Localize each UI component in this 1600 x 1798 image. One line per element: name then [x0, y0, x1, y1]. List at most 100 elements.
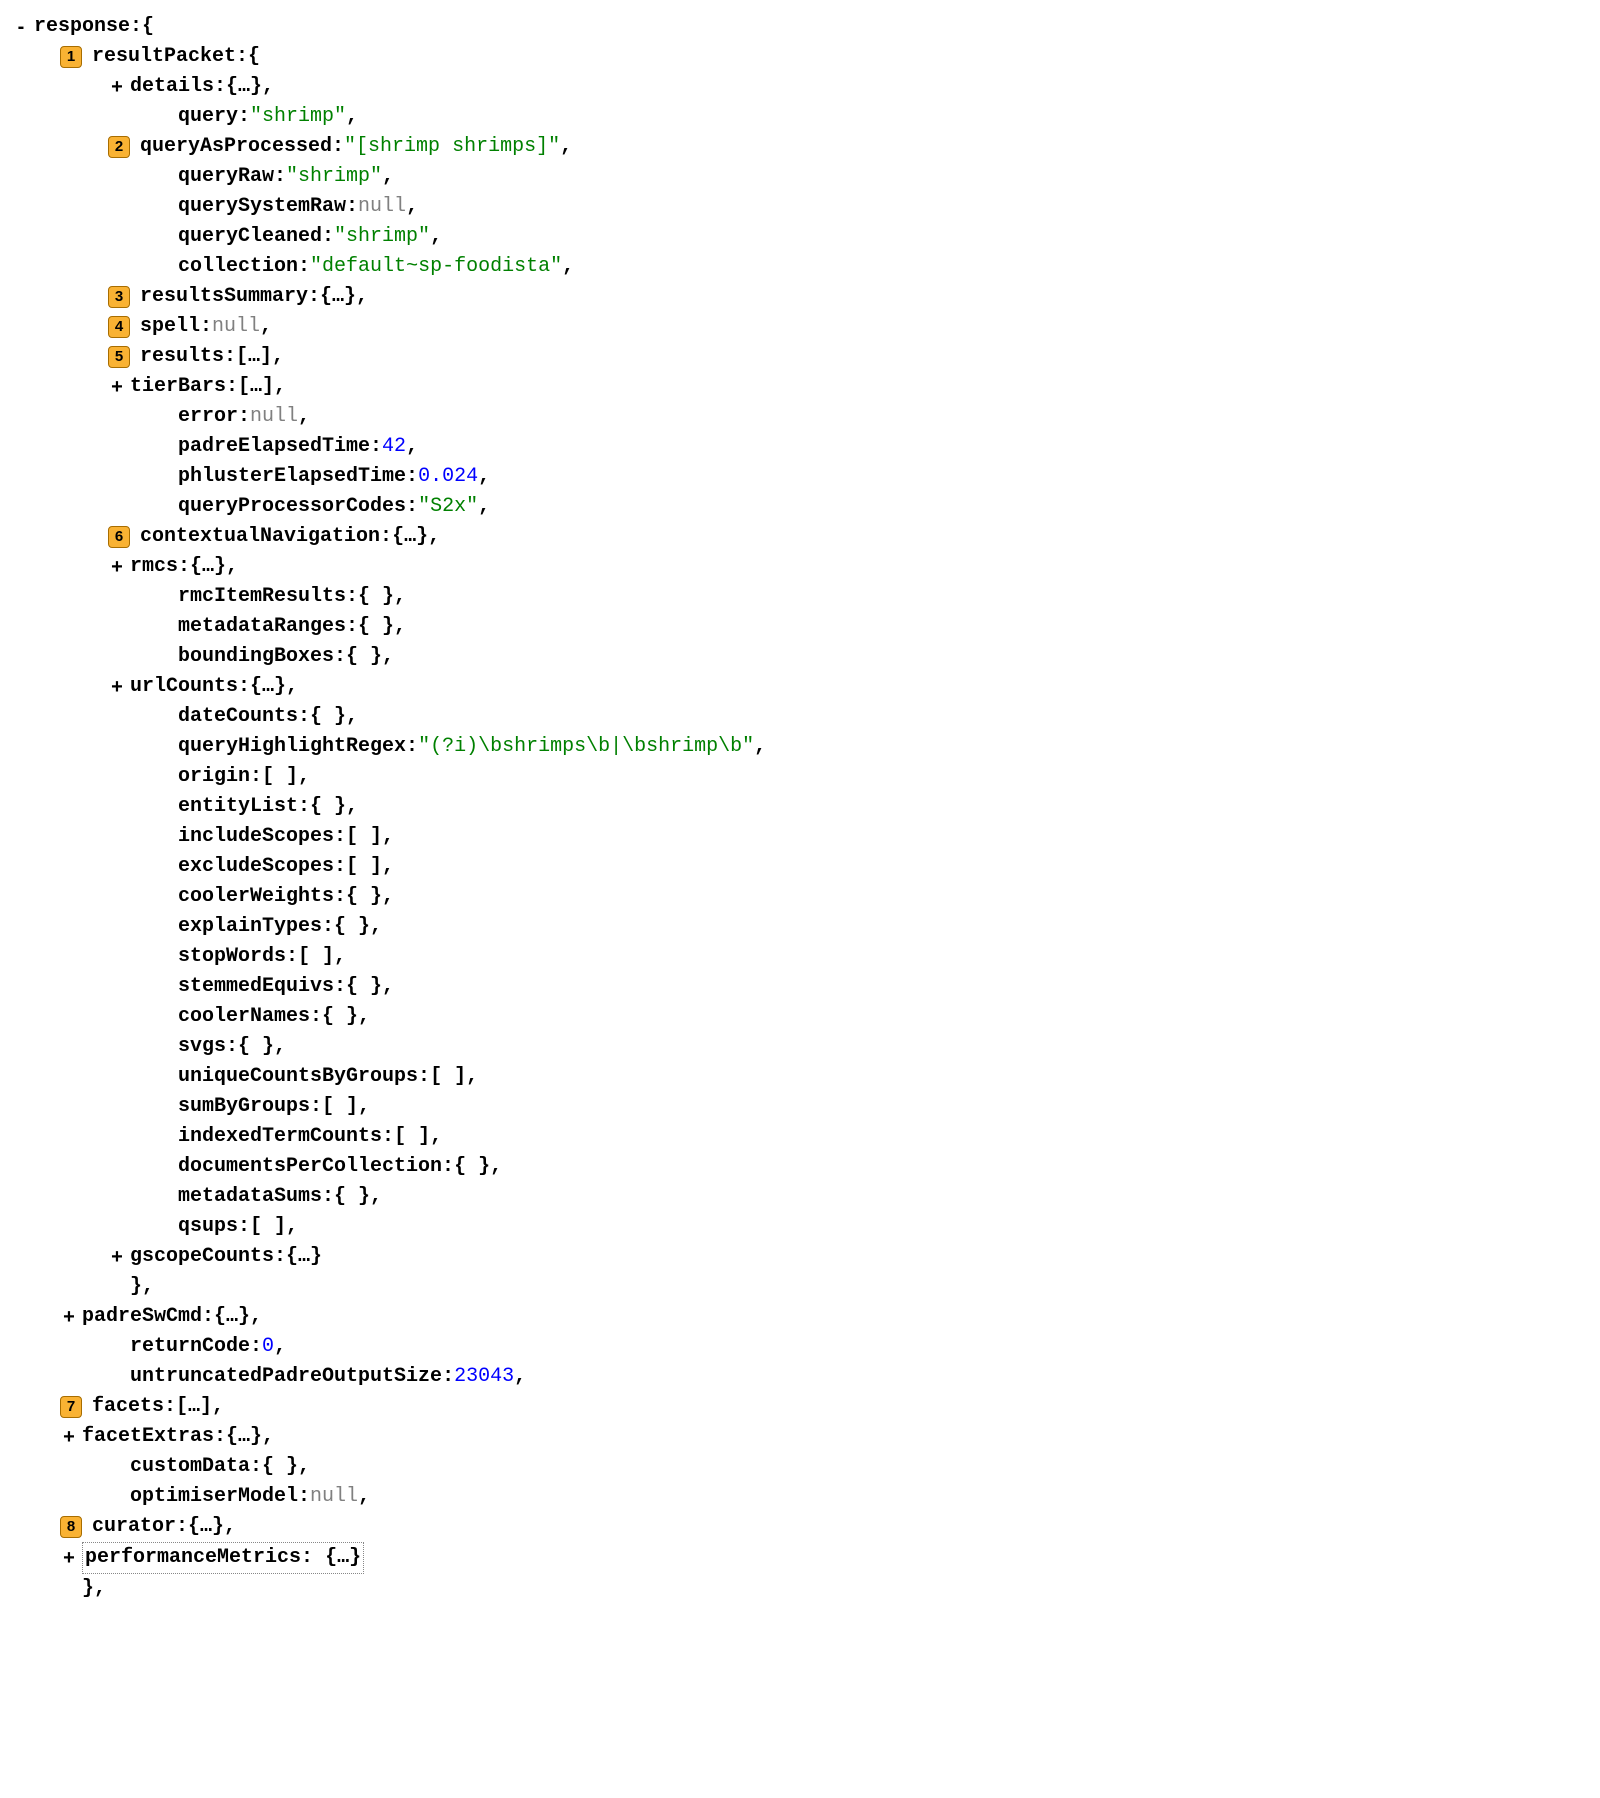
- json-key[interactable]: performanceMetrics: [85, 1546, 301, 1569]
- json-key[interactable]: urlCounts: [130, 672, 238, 702]
- json-collapsed-value[interactable]: [ ],: [262, 762, 310, 792]
- json-collapsed-value[interactable]: { },: [346, 642, 394, 672]
- json-key[interactable]: documentsPerCollection: [178, 1152, 442, 1182]
- expand-icon[interactable]: +: [108, 672, 126, 702]
- json-collapsed-value[interactable]: [ ],: [322, 1092, 370, 1122]
- json-collapsed-value[interactable]: {…}: [286, 1242, 322, 1272]
- expand-icon[interactable]: +: [108, 1242, 126, 1272]
- json-key[interactable]: coolerNames: [178, 1002, 310, 1032]
- json-key[interactable]: results: [140, 342, 224, 372]
- json-key[interactable]: queryHighlightRegex: [178, 732, 406, 762]
- json-key[interactable]: rmcs: [130, 552, 178, 582]
- json-collapsed-value[interactable]: [ ],: [250, 1212, 298, 1242]
- json-key[interactable]: facets: [92, 1392, 164, 1422]
- json-key[interactable]: contextualNavigation: [140, 522, 380, 552]
- json-collapsed-value[interactable]: […],: [236, 342, 284, 372]
- json-key[interactable]: rmcItemResults: [178, 582, 346, 612]
- json-collapsed-value[interactable]: [ ],: [394, 1122, 442, 1152]
- json-key[interactable]: svgs: [178, 1032, 226, 1062]
- json-key[interactable]: facetExtras: [82, 1422, 214, 1452]
- expand-icon[interactable]: +: [60, 1302, 78, 1332]
- expand-icon[interactable]: +: [108, 72, 126, 102]
- json-collapsed-value[interactable]: {…},: [214, 1302, 262, 1332]
- json-key[interactable]: details: [130, 72, 214, 102]
- json-collapsed-value[interactable]: {…}: [325, 1546, 361, 1569]
- json-key[interactable]: entityList: [178, 792, 298, 822]
- json-collapsed-value[interactable]: […],: [176, 1392, 224, 1422]
- json-collapsed-value[interactable]: [ ],: [430, 1062, 478, 1092]
- annotation-badge-4[interactable]: 4: [108, 316, 130, 338]
- json-collapsed-value[interactable]: { },: [454, 1152, 502, 1182]
- json-collapsed-value[interactable]: { },: [346, 882, 394, 912]
- json-key[interactable]: queryRaw: [178, 162, 274, 192]
- json-collapsed-value[interactable]: { },: [310, 792, 358, 822]
- json-key[interactable]: includeScopes: [178, 822, 334, 852]
- annotation-badge-5[interactable]: 5: [108, 346, 130, 368]
- json-key[interactable]: error: [178, 402, 238, 432]
- json-key[interactable]: spell: [140, 312, 200, 342]
- json-key[interactable]: resultPacket: [92, 42, 236, 72]
- json-collapsed-value[interactable]: { },: [238, 1032, 286, 1062]
- json-key[interactable]: padreSwCmd: [82, 1302, 202, 1332]
- json-key[interactable]: origin: [178, 762, 250, 792]
- json-collapsed-value[interactable]: { },: [346, 972, 394, 1002]
- json-key[interactable]: queryProcessorCodes: [178, 492, 406, 522]
- json-key[interactable]: explainTypes: [178, 912, 322, 942]
- json-collapsed-value[interactable]: {…},: [226, 1422, 274, 1452]
- json-collapsed-value[interactable]: { },: [334, 1182, 382, 1212]
- json-collapsed-value[interactable]: [ ],: [346, 852, 394, 882]
- json-key[interactable]: padreElapsedTime: [178, 432, 370, 462]
- json-collapsed-value[interactable]: {…},: [320, 282, 368, 312]
- json-key[interactable]: curator: [92, 1512, 176, 1542]
- annotation-badge-7[interactable]: 7: [60, 1396, 82, 1418]
- json-key[interactable]: queryAsProcessed: [140, 132, 332, 162]
- expand-icon[interactable]: +: [108, 372, 126, 402]
- json-key[interactable]: collection: [178, 252, 298, 282]
- json-collapsed-value[interactable]: { },: [322, 1002, 370, 1032]
- json-key[interactable]: indexedTermCounts: [178, 1122, 382, 1152]
- json-key[interactable]: boundingBoxes: [178, 642, 334, 672]
- expand-icon[interactable]: +: [60, 1422, 78, 1452]
- json-key[interactable]: customData: [130, 1452, 250, 1482]
- expand-icon[interactable]: +: [60, 1543, 78, 1573]
- json-key[interactable]: resultsSummary: [140, 282, 308, 312]
- json-key[interactable]: gscopeCounts: [130, 1242, 274, 1272]
- json-key[interactable]: excludeScopes: [178, 852, 334, 882]
- annotation-badge-3[interactable]: 3: [108, 286, 130, 308]
- json-key[interactable]: dateCounts: [178, 702, 298, 732]
- json-collapsed-value[interactable]: [ ],: [346, 822, 394, 852]
- json-key[interactable]: metadataSums: [178, 1182, 322, 1212]
- json-key[interactable]: stemmedEquivs: [178, 972, 334, 1002]
- annotation-badge-8[interactable]: 8: [60, 1516, 82, 1538]
- json-key[interactable]: querySystemRaw: [178, 192, 346, 222]
- json-key[interactable]: untruncatedPadreOutputSize: [130, 1362, 442, 1392]
- json-key[interactable]: tierBars: [130, 372, 226, 402]
- json-collapsed-value[interactable]: {: [248, 42, 260, 72]
- json-collapsed-value[interactable]: {…},: [226, 72, 274, 102]
- json-key[interactable]: query: [178, 102, 238, 132]
- json-collapsed-value[interactable]: {…},: [392, 522, 440, 552]
- json-collapsed-value[interactable]: {…},: [188, 1512, 236, 1542]
- json-key[interactable]: metadataRanges: [178, 612, 346, 642]
- annotation-badge-6[interactable]: 6: [108, 526, 130, 548]
- json-key[interactable]: uniqueCountsByGroups: [178, 1062, 418, 1092]
- json-key[interactable]: returnCode: [130, 1332, 250, 1362]
- annotation-badge-2[interactable]: 2: [108, 136, 130, 158]
- json-key[interactable]: optimiserModel: [130, 1482, 298, 1512]
- json-key[interactable]: qsups: [178, 1212, 238, 1242]
- json-collapsed-value[interactable]: { },: [262, 1452, 310, 1482]
- json-key[interactable]: coolerWeights: [178, 882, 334, 912]
- json-collapsed-value[interactable]: { },: [310, 702, 358, 732]
- json-collapsed-value[interactable]: {: [142, 12, 154, 42]
- json-collapsed-value[interactable]: { },: [334, 912, 382, 942]
- expand-icon[interactable]: +: [108, 552, 126, 582]
- annotation-badge-1[interactable]: 1: [60, 46, 82, 68]
- collapse-icon[interactable]: -: [12, 12, 30, 42]
- json-collapsed-value[interactable]: {…},: [190, 552, 238, 582]
- json-key[interactable]: sumByGroups: [178, 1092, 310, 1122]
- json-key[interactable]: phlusterElapsedTime: [178, 462, 406, 492]
- json-key[interactable]: stopWords: [178, 942, 286, 972]
- json-collapsed-value[interactable]: {…},: [250, 672, 298, 702]
- json-key[interactable]: queryCleaned: [178, 222, 322, 252]
- json-collapsed-value[interactable]: { },: [358, 612, 406, 642]
